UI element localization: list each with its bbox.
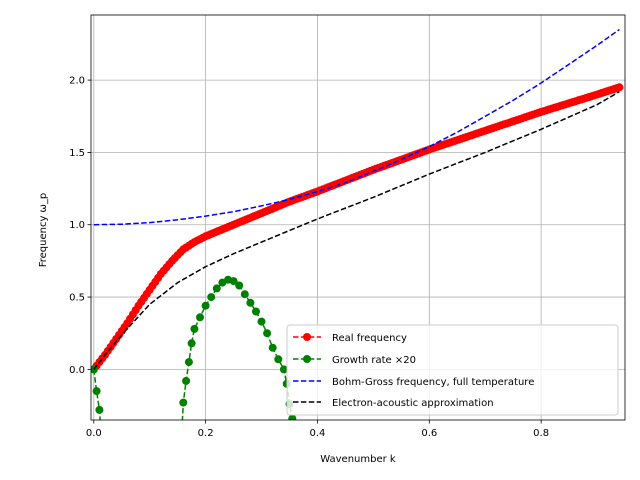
legend-label: Real frequency [332, 333, 407, 344]
y-tick-label: 0.5 [69, 293, 85, 304]
legend-label: Growth rate ×20 [332, 355, 416, 366]
y-tick-label: 2.0 [69, 76, 85, 87]
data-point [196, 313, 204, 322]
legend-marker [303, 333, 311, 341]
series-line [93, 28, 620, 226]
x-tick-label: 0.0 [86, 428, 102, 439]
legend-entry-1: Real frequency [293, 333, 407, 344]
series-line [93, 91, 620, 370]
legend-entry-3: Bohm-Gross frequency, full temperature [293, 377, 534, 388]
legend-label: Bohm-Gross frequency, full temperature [332, 377, 534, 388]
data-point [184, 358, 193, 367]
series-3 [93, 28, 620, 226]
x-tick-label: 0.4 [310, 428, 326, 439]
x-tick-label: 0.6 [421, 428, 437, 439]
legend-box [286, 324, 619, 416]
data-point [98, 445, 106, 453]
data-point [95, 405, 104, 414]
data-point [179, 398, 188, 407]
data-point [92, 387, 101, 396]
legend: Real frequency Growth rate ×20 Bohm-Gross … [286, 324, 619, 416]
x-tick-label: 0.8 [533, 428, 549, 439]
y-tick-label: 0.0 [69, 365, 85, 376]
data-point [240, 290, 249, 299]
series-2 [91, 275, 297, 460]
legend-entry-4: Electron-acoustic approximation [293, 398, 494, 409]
data-point [187, 339, 196, 348]
data-point [190, 324, 199, 333]
plot-frame [90, 14, 626, 421]
legend-marker [303, 355, 311, 363]
series-layer [91, 28, 624, 460]
series-line [93, 278, 294, 420]
data-point [279, 365, 288, 374]
y-axis-label: Frequency ω_p [38, 193, 49, 268]
legend-label: Electron-acoustic approximation [332, 398, 494, 409]
ticks: 0.0 0.2 0.4 0.6 0.8 0.0 0.5 1.0 1.5 2.0 [69, 76, 549, 439]
data-point [201, 301, 210, 310]
y-tick-label: 1.0 [69, 220, 85, 231]
data-point [177, 452, 185, 460]
data-point [229, 277, 238, 286]
data-point [246, 298, 255, 307]
data-point [212, 284, 221, 293]
data-point [182, 376, 191, 385]
x-axis-label: Wavenumber k [320, 454, 396, 465]
legend-entry-2: Growth rate ×20 [293, 355, 416, 366]
series-4 [93, 91, 620, 370]
data-point [615, 83, 624, 92]
data-point [207, 293, 216, 302]
data-point [288, 414, 297, 420]
series-1 [91, 83, 624, 374]
data-point [274, 355, 283, 364]
data-point [268, 343, 277, 352]
data-point [257, 317, 266, 326]
data-point [252, 307, 260, 316]
x-tick-label: 0.2 [198, 428, 214, 439]
data-point [263, 329, 272, 338]
data-point [235, 281, 244, 290]
y-tick-label: 1.5 [69, 148, 85, 159]
